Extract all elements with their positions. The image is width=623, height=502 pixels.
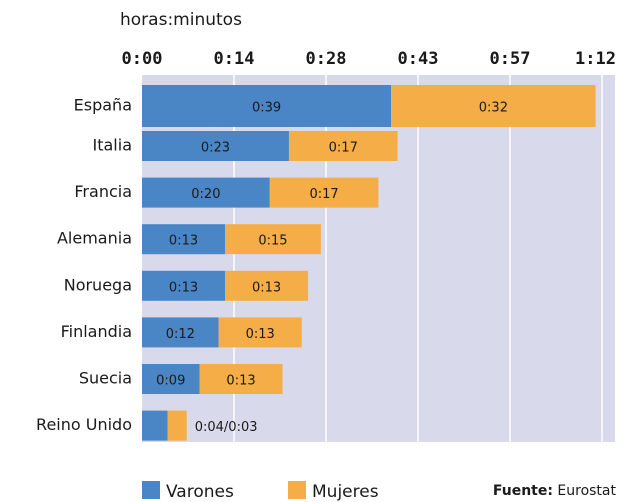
source: Fuente: Eurostat: [493, 483, 617, 499]
bar-segment: [218, 317, 302, 348]
bar-segment: [225, 224, 321, 255]
value-label: 0:12: [166, 327, 195, 342]
legend-swatch: [142, 481, 160, 499]
x-tick-label: 0:57: [490, 49, 531, 69]
value-label: 0:13: [226, 374, 255, 389]
bar-segment: [391, 85, 596, 127]
bar-segment: [142, 410, 168, 441]
value-label: 0:32: [479, 101, 508, 116]
bar-segment: [269, 177, 379, 208]
category-label: Noruega: [64, 275, 132, 294]
x-tick-label: 0:43: [398, 49, 439, 69]
value-label: 0:20: [191, 187, 220, 202]
bar-segment: [142, 270, 226, 301]
x-tick-label: 1:12: [575, 49, 616, 69]
value-label: 0:13: [169, 234, 198, 249]
legend-label: Mujeres: [312, 482, 379, 502]
bar-segment: [225, 270, 309, 301]
category-label: Francia: [74, 182, 132, 201]
value-label: 0:39: [252, 101, 281, 116]
value-label: 0:09: [156, 374, 185, 389]
value-label: 0:17: [309, 187, 338, 202]
bar-segment: [199, 364, 283, 394]
x-tick-label: 0:28: [306, 49, 347, 69]
bar-segment: [142, 131, 289, 161]
category-label: Finlandia: [61, 322, 132, 341]
bar-segment: [167, 410, 187, 441]
x-tick-label: 0:14: [214, 49, 255, 69]
bar-segment: [142, 224, 226, 255]
bar-segment: [142, 364, 200, 394]
category-label: Alemania: [57, 229, 132, 248]
value-label: 0:15: [258, 234, 287, 249]
value-label: 0:17: [329, 141, 358, 156]
legend-swatch: [288, 481, 306, 499]
category-label: Italia: [93, 136, 133, 155]
source-label: Fuente:: [493, 483, 553, 499]
axis-label: horas:minutos: [120, 10, 242, 30]
value-label: 0:13: [246, 327, 275, 342]
category-label: Suecia: [79, 369, 132, 388]
value-label: 0:23: [201, 141, 230, 156]
bar-segment: [142, 317, 219, 348]
bar-segment: [142, 85, 392, 127]
bar-segment: [288, 131, 398, 161]
category-label: Reino Unido: [36, 415, 132, 434]
legend-label: Varones: [166, 482, 234, 502]
value-label: 0:13: [169, 280, 198, 295]
bar-segment: [142, 177, 270, 208]
source-text: Eurostat: [557, 483, 616, 499]
value-label: 0:04/0:03: [195, 420, 258, 435]
category-label: España: [74, 96, 132, 115]
x-tick-label: 0:00: [122, 49, 163, 69]
value-label: 0:13: [252, 280, 281, 295]
